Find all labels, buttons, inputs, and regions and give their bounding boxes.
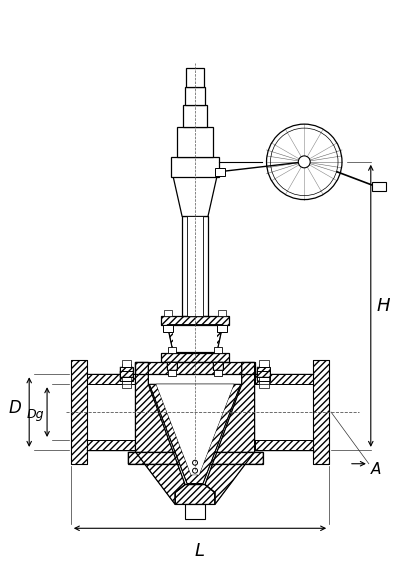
Text: Dg: Dg — [27, 408, 44, 420]
Bar — [182, 216, 208, 316]
Bar — [214, 346, 222, 353]
Bar — [257, 367, 271, 377]
Bar — [71, 361, 87, 463]
Bar — [213, 362, 223, 370]
Bar — [185, 504, 205, 519]
Bar — [218, 310, 226, 316]
Bar — [135, 362, 255, 374]
Bar — [121, 365, 131, 371]
Bar — [71, 361, 87, 463]
Bar — [183, 105, 207, 127]
Bar — [215, 168, 225, 176]
Bar — [163, 325, 173, 332]
Bar — [259, 361, 269, 367]
Bar — [161, 316, 229, 325]
Polygon shape — [87, 374, 135, 385]
Text: H: H — [377, 297, 390, 315]
Bar — [173, 325, 217, 353]
Polygon shape — [167, 325, 223, 353]
Bar — [168, 346, 176, 353]
Bar — [257, 367, 271, 377]
Polygon shape — [255, 374, 313, 385]
Bar — [259, 377, 269, 385]
Polygon shape — [156, 385, 234, 475]
Bar — [213, 362, 223, 370]
Bar — [119, 371, 133, 381]
Polygon shape — [255, 440, 313, 450]
Polygon shape — [205, 362, 255, 504]
Bar — [187, 216, 203, 316]
Bar — [167, 362, 177, 370]
Text: D: D — [8, 399, 21, 417]
Polygon shape — [135, 362, 185, 504]
Bar — [259, 381, 269, 389]
Polygon shape — [175, 485, 215, 504]
Bar — [119, 367, 133, 377]
Bar — [168, 370, 176, 377]
Bar — [167, 362, 177, 370]
Bar — [127, 452, 263, 463]
Polygon shape — [149, 385, 241, 483]
Bar — [186, 68, 204, 87]
Bar — [161, 316, 229, 325]
Bar — [161, 353, 229, 362]
Bar — [217, 325, 227, 332]
Bar — [372, 182, 386, 191]
Polygon shape — [173, 177, 217, 216]
Bar — [257, 371, 271, 381]
Bar — [313, 361, 329, 463]
Bar — [177, 127, 213, 157]
Bar — [135, 362, 255, 374]
Bar — [313, 361, 329, 463]
Bar — [185, 87, 205, 105]
Polygon shape — [87, 440, 135, 450]
Bar — [127, 452, 263, 463]
Bar — [164, 310, 172, 316]
Bar — [119, 371, 133, 381]
Bar — [171, 157, 219, 177]
Bar — [119, 367, 133, 377]
Bar — [121, 377, 131, 385]
Bar — [214, 370, 222, 377]
Bar — [121, 381, 131, 389]
Bar — [259, 365, 269, 371]
Text: A: A — [371, 462, 381, 477]
Text: L: L — [195, 542, 205, 560]
Circle shape — [298, 156, 310, 168]
Bar — [257, 371, 271, 381]
Polygon shape — [156, 385, 234, 475]
Bar — [121, 361, 131, 367]
Bar — [161, 353, 229, 362]
